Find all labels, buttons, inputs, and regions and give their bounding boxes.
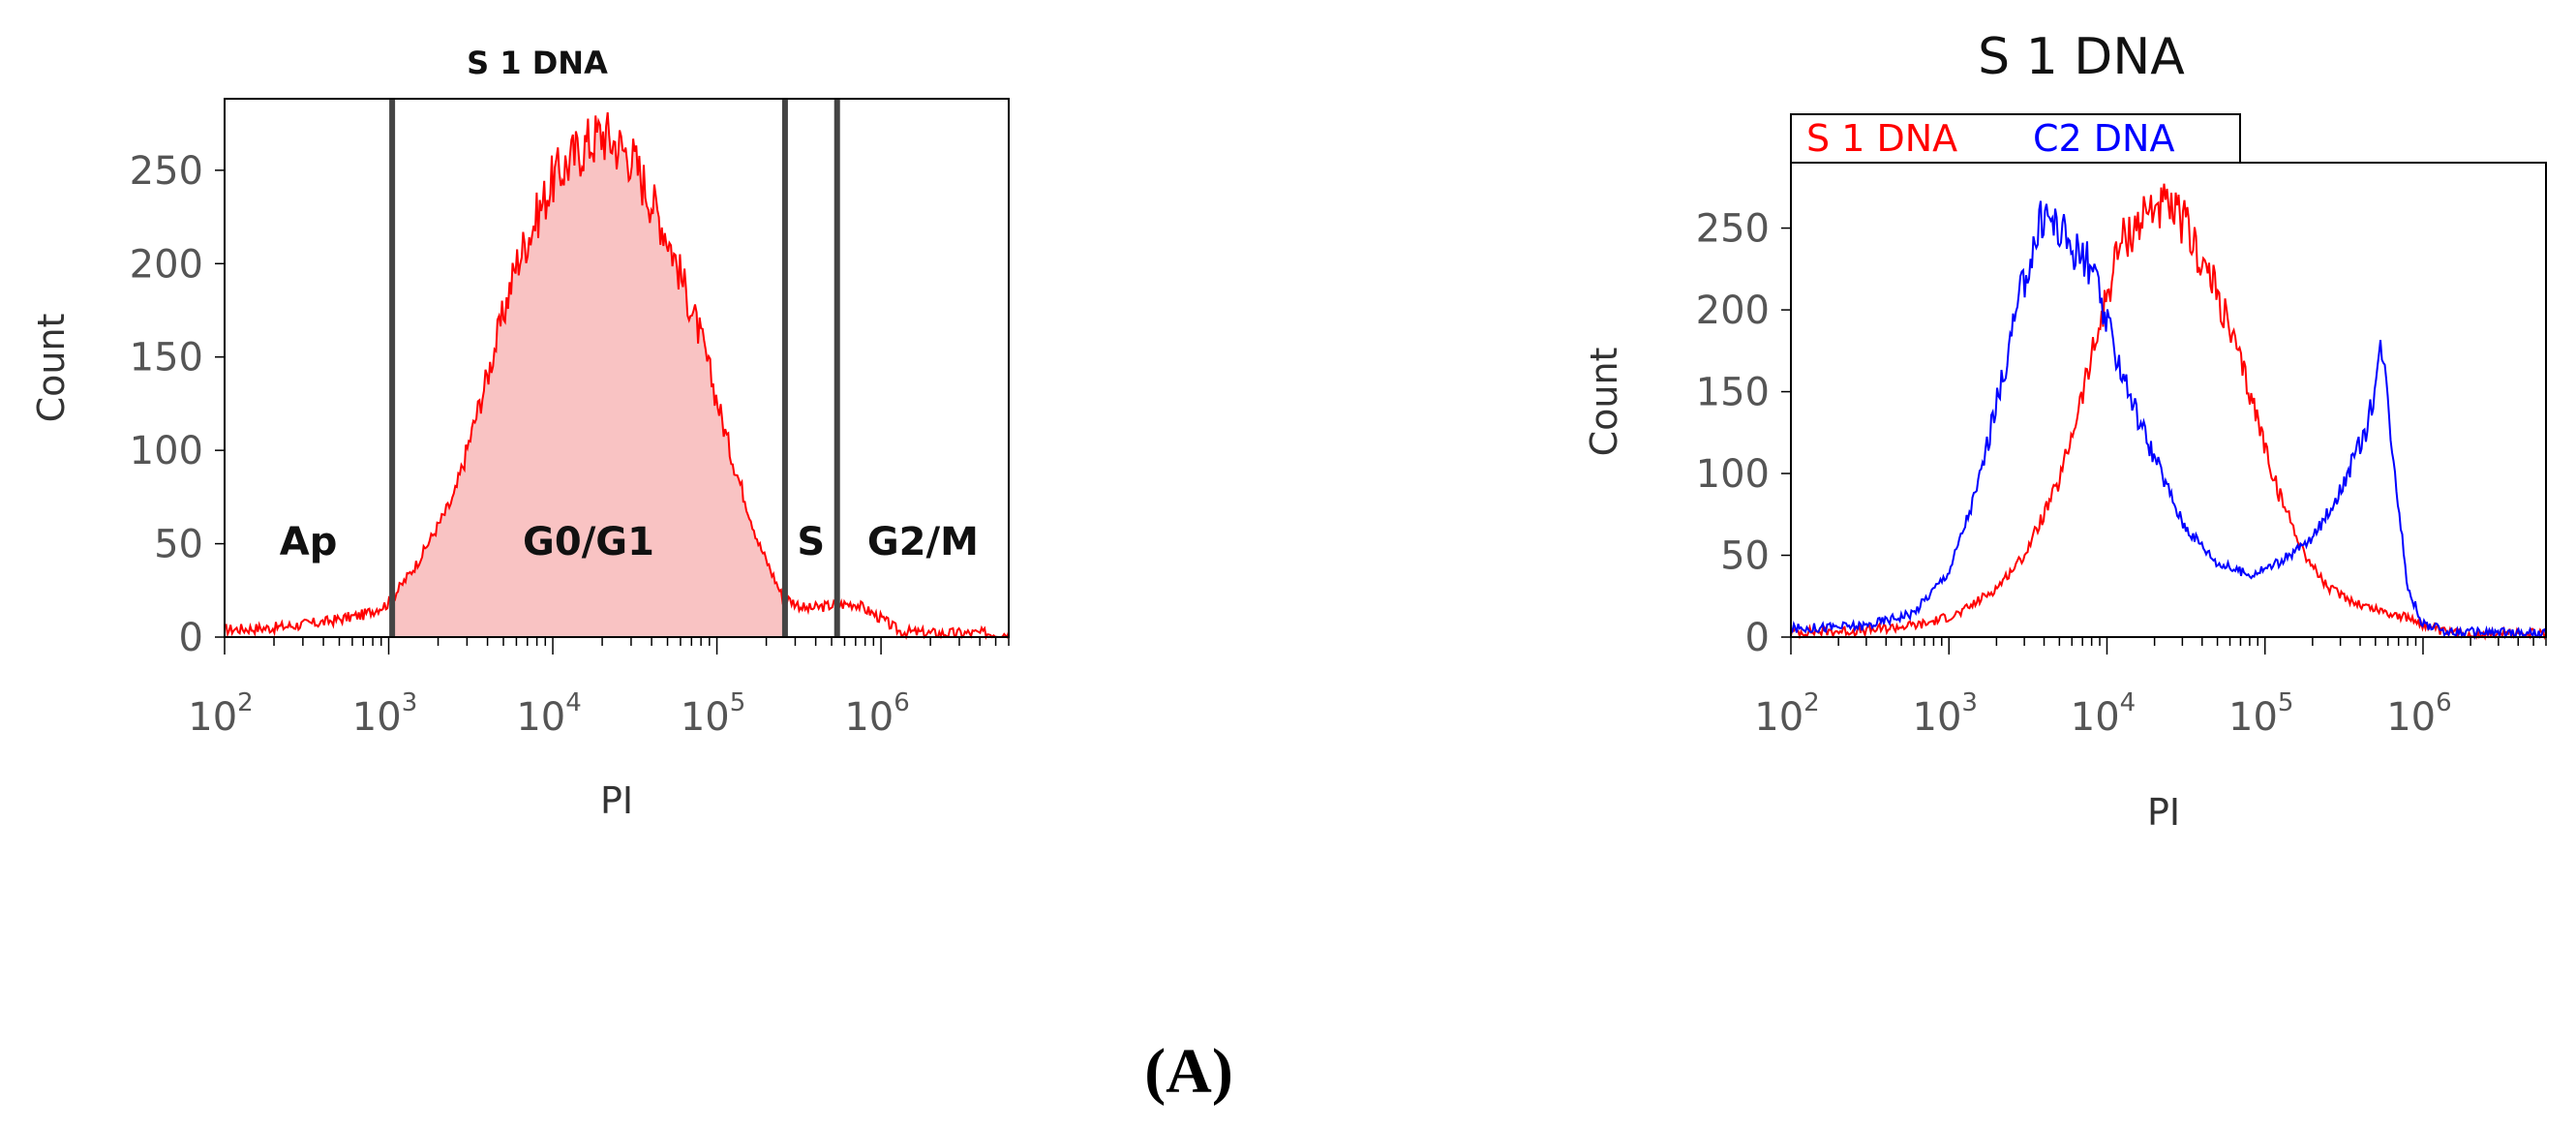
- gate-label: G0/G1: [523, 520, 654, 564]
- chart-1: S 1 DNA Ap G0/G1 S G2/M 0 50 100 150 200 250 102 1…: [30, 45, 1010, 822]
- chart-2-x-axis-title: PI: [2147, 791, 2180, 834]
- x-tick-label: 102: [1754, 688, 1819, 740]
- chart-1-title: S 1 DNA: [467, 45, 608, 81]
- x-tick-label: 104: [516, 688, 581, 740]
- chart-2-title: S 1 DNA: [1978, 28, 2185, 86]
- chart-1-y-axis-title: Count: [30, 314, 73, 423]
- x-tick-label: 106: [2386, 688, 2451, 740]
- chart-2-y-axis-title: Count: [1583, 348, 1625, 457]
- y-tick-label: 200: [1696, 289, 1770, 333]
- gate-label: Ap: [280, 520, 338, 564]
- y-tick-label: 100: [130, 429, 203, 473]
- y-tick-label: 0: [1745, 616, 1770, 660]
- g0g1-area-fill: [393, 112, 784, 638]
- x-tick-label: 103: [352, 688, 417, 740]
- y-tick-label: 250: [130, 149, 203, 194]
- gate-label: G2/M: [867, 520, 979, 564]
- y-tick-label: 150: [1696, 371, 1770, 415]
- y-tick-label: 50: [1720, 534, 1770, 579]
- x-tick-label: 105: [681, 688, 745, 740]
- gate-label: S: [797, 520, 825, 564]
- chart-1-x-axis-title: PI: [600, 779, 633, 822]
- chart-2-frame: [1790, 162, 2547, 638]
- series-line: [224, 111, 1010, 641]
- series-line: [1790, 200, 2547, 640]
- x-tick-label: 103: [1913, 688, 1978, 740]
- x-tick-label: 106: [844, 688, 909, 740]
- figure-label: (A): [1144, 1036, 1233, 1107]
- y-tick-label: 0: [179, 616, 203, 660]
- chart-2-legend-s1: S 1 DNA: [1806, 117, 1957, 160]
- y-tick-label: 150: [130, 336, 203, 381]
- chart-1-line-group: [224, 111, 1010, 641]
- chart-2-legend-box: [1790, 113, 2241, 164]
- series-line: [1790, 183, 2547, 641]
- y-tick-label: 200: [130, 242, 203, 287]
- y-tick-label: 100: [1696, 452, 1770, 497]
- chart-2-legend-c2: C2 DNA: [2033, 117, 2174, 160]
- x-tick-label: 104: [2071, 688, 2136, 740]
- chart-2: S 1 DNA S 1 DNA C2 DNA 0 50 100 150 200 250 10…: [1583, 28, 2547, 834]
- chart-2-line-group: [1790, 183, 2547, 641]
- chart-1-area-group: [393, 112, 784, 638]
- y-tick-label: 50: [154, 523, 203, 567]
- y-tick-label: 250: [1696, 207, 1770, 252]
- chart-2-axes: 0 50 100 150 200 250 102 103 104 105 106: [1696, 207, 2547, 740]
- chart-1-frame: [224, 98, 1010, 638]
- chart-1-axes: 0 50 100 150 200 250 102 103 104 105 106: [130, 149, 1010, 740]
- x-tick-label: 105: [2228, 688, 2293, 740]
- x-tick-label: 102: [188, 688, 253, 740]
- chart-1-gate-group: Ap G0/G1 S G2/M: [280, 99, 979, 637]
